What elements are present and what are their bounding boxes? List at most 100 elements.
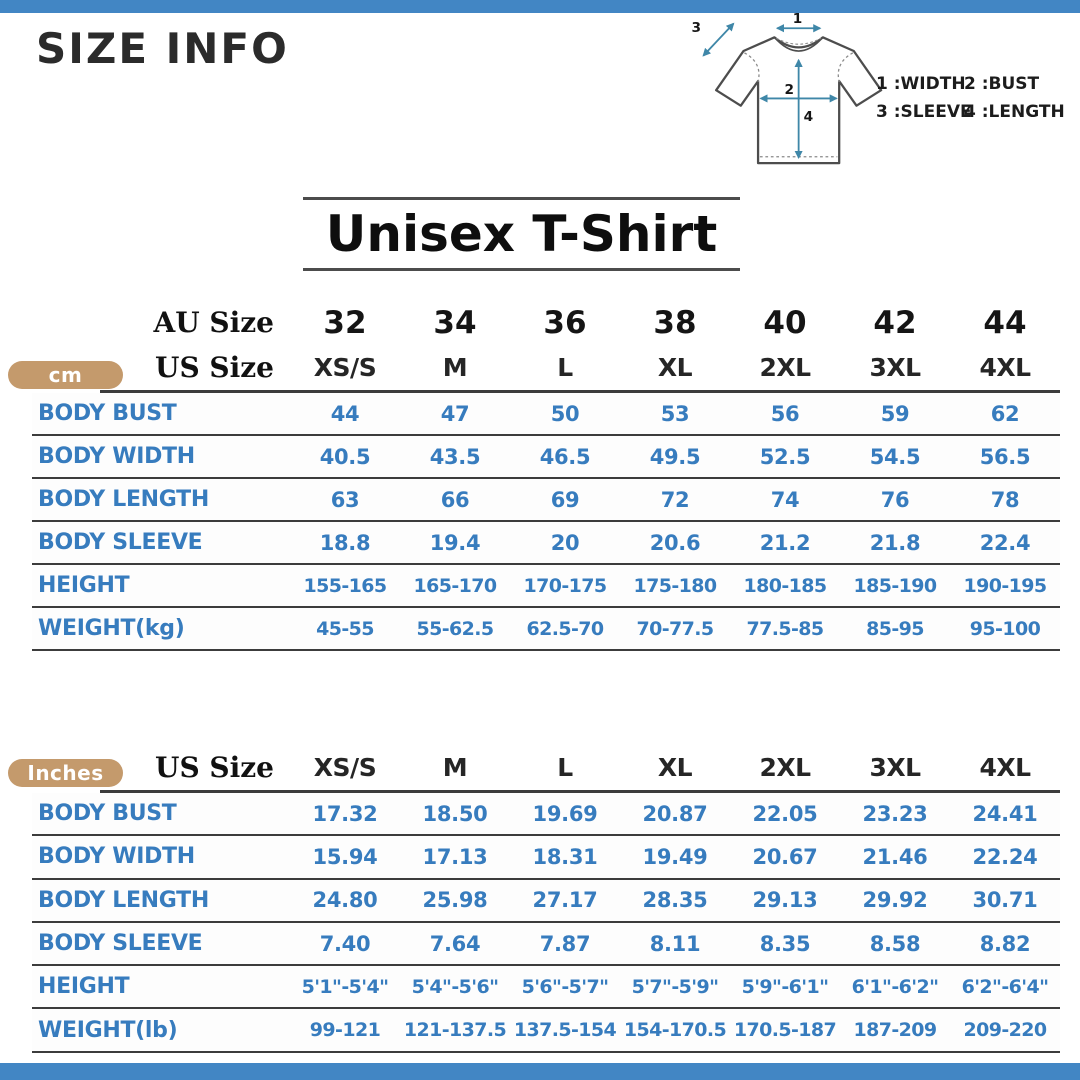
measurement-value: 63: [330, 487, 360, 512]
measurement-value: 170.5-187: [733, 1019, 837, 1042]
measurement-row: WEIGHT(lb) 99-121 121-137.5 137.5-154 154-17…: [32, 1009, 1060, 1053]
measurement-value: 21.46: [862, 844, 928, 869]
measurement-value: 7.87: [539, 931, 591, 956]
legend-bust: 2 :BUST: [964, 74, 1040, 94]
measurement-label: BODY WIDTH: [38, 444, 195, 469]
measurement-value: 8.35: [759, 931, 811, 956]
marker-3-label: 3: [692, 20, 702, 36]
size-header-cell: 40: [763, 304, 807, 341]
measurement-row: WEIGHT(kg) 45-55 55-62.5 62.5-70 70-77.5 77.5…: [32, 608, 1060, 651]
measurement-value: 154-170.5: [623, 1019, 727, 1042]
measurement-row: BODY SLEEVE 18.8 19.4 20 20.6 21.2 21.8 22.4: [32, 522, 1060, 565]
size-header-row: AU Size 32 34 36 38 40 42 44: [32, 300, 1060, 345]
measurement-value: 47: [440, 401, 470, 426]
measurement-value: 77.5-85: [746, 617, 824, 640]
measure-legend: 1 :WIDTH 2 :BUST 3 :SLEEVE 4 :LENGTH: [876, 74, 1065, 122]
measurement-value: 137.5-154: [513, 1019, 617, 1042]
header-divider: [100, 790, 1060, 793]
measurement-value: 49.5: [649, 444, 701, 469]
size-header-cell: XL: [657, 753, 693, 782]
measurement-value: 7.64: [429, 931, 481, 956]
measurement-value: 74: [770, 487, 800, 512]
measurement-value: 187-209: [853, 1019, 937, 1042]
size-header-cell: 3XL: [869, 353, 921, 382]
measurement-value: 30.71: [972, 888, 1038, 913]
measurement-value: 53: [660, 401, 690, 426]
measurement-value: 18.31: [532, 844, 598, 869]
inches-table-rows: US Size XS/S M L XL 2XL 3XL 4XL BODY BUST 17.32 18…: [32, 745, 1060, 1053]
measurement-value: 70-77.5: [636, 617, 714, 640]
measurement-value: 21.2: [759, 530, 811, 555]
measurement-value: 69: [550, 487, 580, 512]
measurement-value: 99-121: [309, 1019, 381, 1042]
measurement-value: 5'6"-5'7": [521, 975, 609, 998]
measurement-row: HEIGHT 5'1"-5'4" 5'4"-5'6" 5'6"-5'7" 5'7"-5'…: [32, 966, 1060, 1010]
measurement-value: 175-180: [633, 574, 717, 597]
measurement-value: 20.6: [649, 530, 701, 555]
marker-4-label: 4: [804, 109, 814, 125]
measurement-value: 5'4"-5'6": [411, 975, 499, 998]
measurement-value: 17.13: [422, 844, 488, 869]
top-accent-bar: [0, 0, 1080, 13]
measurement-value: 62.5-70: [526, 617, 604, 640]
measurement-value: 170-175: [523, 574, 607, 597]
legend-sleeve: 3 :SLEEVE: [876, 102, 972, 122]
measurement-value: 24.80: [312, 888, 378, 913]
measurement-label: BODY BUST: [38, 801, 177, 827]
marker-1-label: 1: [793, 11, 803, 27]
size-header-cell: 34: [433, 304, 477, 341]
measurement-value: 20.87: [642, 801, 708, 826]
cm-table-rows: AU Size 32 34 36 38 40 42 44 US Size XS/S M L XL 2XL 3…: [32, 300, 1060, 651]
measurement-value: 29.92: [862, 888, 928, 913]
measurement-value: 46.5: [539, 444, 591, 469]
tshirt-diagram: 1 2 3 4: [692, 11, 883, 165]
measurement-value: 78: [990, 487, 1020, 512]
measurement-value: 45-55: [316, 617, 374, 640]
measurement-row: BODY WIDTH 40.5 43.5 46.5 49.5 52.5 54.5 56.5: [32, 436, 1060, 479]
size-system-label: US Size: [155, 351, 274, 384]
size-header-cell: L: [557, 353, 573, 382]
measurement-value: 59: [880, 401, 910, 426]
inches-unit-badge: Inches: [8, 759, 123, 787]
measurement-value: 6'1"-6'2": [851, 975, 939, 998]
measurement-value: 55-62.5: [416, 617, 494, 640]
size-header-cell: M: [442, 753, 468, 782]
measurement-value: 27.17: [532, 888, 598, 913]
measurement-value: 66: [440, 487, 470, 512]
size-header-row: US Size XS/S M L XL 2XL 3XL 4XL: [32, 345, 1060, 390]
measurement-value: 29.13: [752, 888, 818, 913]
measurement-label: HEIGHT: [38, 573, 130, 598]
measurement-value: 95-100: [969, 617, 1041, 640]
measurement-value: 18.8: [319, 530, 371, 555]
measurement-value: 22.24: [972, 844, 1038, 869]
measurement-row: HEIGHT 155-165 165-170 170-175 175-180 180-18…: [32, 565, 1060, 608]
measurement-label: BODY SLEEVE: [38, 530, 203, 555]
size-header-cell: 36: [543, 304, 587, 341]
measurement-row: BODY LENGTH 24.80 25.98 27.17 28.35 29.13 29.9…: [32, 879, 1060, 923]
measurement-value: 23.23: [862, 801, 928, 826]
measurement-label: BODY LENGTH: [38, 887, 209, 913]
measurement-value: 6'2"-6'4": [961, 975, 1049, 998]
measurement-value: 180-185: [743, 574, 827, 597]
measurement-label: WEIGHT(lb): [38, 1017, 178, 1043]
measurement-row: BODY WIDTH 15.94 17.13 18.31 19.49 20.67 21.46…: [32, 836, 1060, 880]
measurement-value: 5'1"-5'4": [301, 975, 389, 998]
measurement-value: 8.11: [649, 931, 701, 956]
measurement-value: 40.5: [319, 444, 371, 469]
size-header-cell: 44: [983, 304, 1027, 341]
measurement-value: 24.41: [972, 801, 1038, 826]
bottom-accent-bar: [0, 1063, 1080, 1080]
measurement-value: 76: [880, 487, 910, 512]
measurement-value: 19.4: [429, 530, 481, 555]
measurement-row: BODY BUST 17.32 18.50 19.69 20.87 22.05 23.23 2…: [32, 793, 1060, 837]
measurement-value: 44: [330, 401, 360, 426]
size-system-label: AU Size: [153, 306, 274, 339]
header-divider: [100, 390, 1060, 393]
measurement-value: 5'7"-5'9": [631, 975, 719, 998]
measurement-value: 50: [550, 401, 580, 426]
measurement-value: 19.69: [532, 801, 598, 826]
size-header-row: US Size XS/S M L XL 2XL 3XL 4XL: [32, 745, 1060, 790]
measurement-value: 121-137.5: [403, 1019, 507, 1042]
measurement-row: BODY BUST 44 47 50 53 56 59 62: [32, 393, 1060, 436]
measurement-row: BODY SLEEVE 7.40 7.64 7.87 8.11 8.35 8.58 8.82: [32, 922, 1060, 967]
